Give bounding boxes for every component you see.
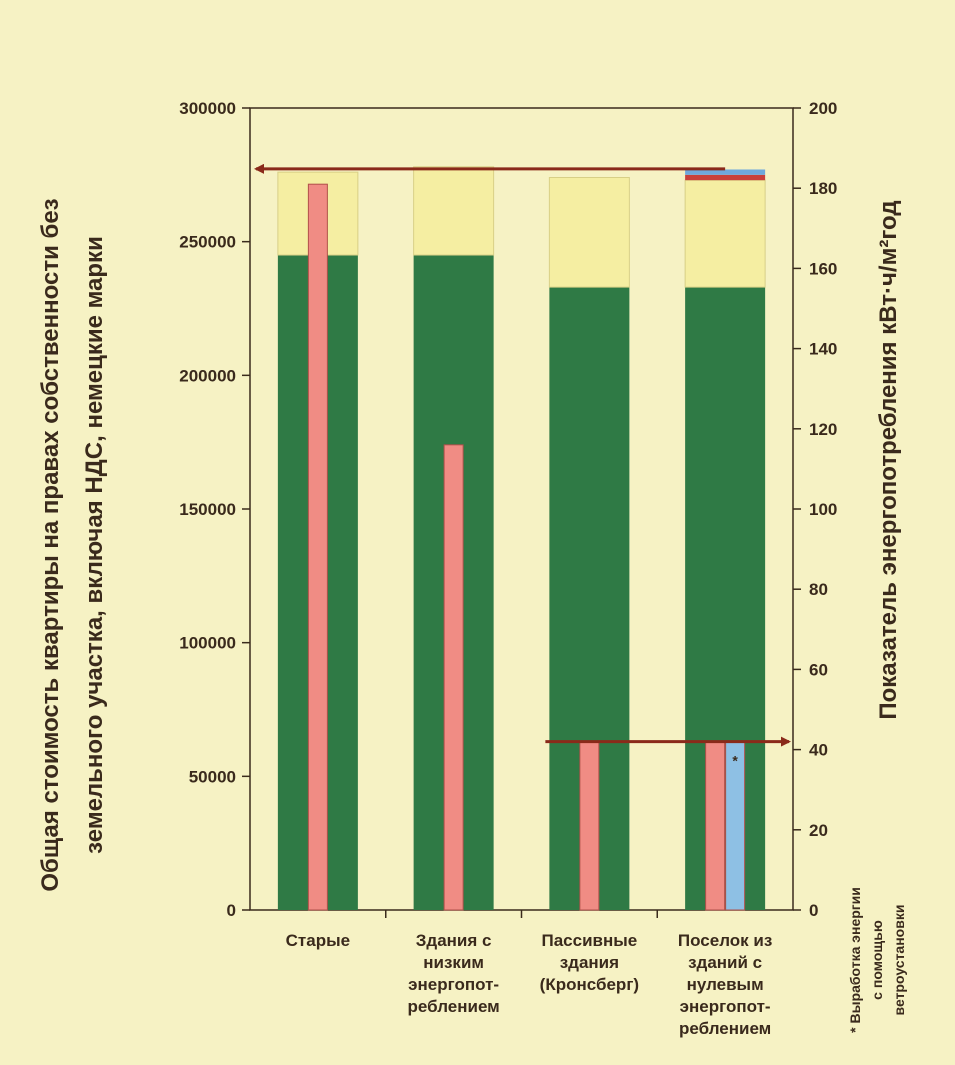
category-label: энергопот-: [408, 975, 499, 994]
footnote-line: ветроустановки: [891, 905, 907, 1016]
footnote-line: с помощью: [869, 920, 885, 1000]
right-axis-tick-label: 40: [809, 741, 828, 760]
left-axis-tick-label: 250000: [179, 233, 236, 252]
category-label: Поселок из: [678, 931, 772, 950]
left-axis-tick-label: 0: [227, 901, 236, 920]
right-axis-tick-label: 100: [809, 500, 837, 519]
cost-bar-segment: [548, 177, 630, 288]
category-label: низким: [423, 953, 484, 972]
category-label: здания: [560, 953, 619, 972]
left-axis-title: земельного участка, включая НДС, немецки…: [81, 236, 108, 854]
category-label: (Кронсберг): [540, 975, 639, 994]
right-axis-tick-label: 0: [809, 901, 818, 920]
right-axis-tick-label: 140: [809, 340, 837, 359]
right-axis-tick-label: 120: [809, 420, 837, 439]
cost-bar-segment: [413, 166, 495, 256]
cost-bar-segment: [685, 174, 766, 181]
category-label: Старые: [286, 931, 350, 950]
category-label: энергопот-: [680, 997, 771, 1016]
footnote-line: * Выработка энергии: [847, 887, 863, 1033]
right-axis-tick-label: 20: [809, 821, 828, 840]
right-axis-tick-label: 80: [809, 580, 828, 599]
left-axis-tick-label: 300000: [179, 99, 236, 118]
category-label: Пассивные: [542, 931, 638, 950]
right-axis-tick-label: 160: [809, 259, 837, 278]
left-axis-tick-label: 150000: [179, 500, 236, 519]
category-label: Здания с: [416, 931, 492, 950]
right-axis-tick-label: 60: [809, 660, 828, 679]
category-label: реблением: [679, 1019, 771, 1038]
left-axis-tick-label: 100000: [179, 634, 236, 653]
category-label: реблением: [408, 997, 500, 1016]
energy-bar: [705, 741, 726, 911]
energy-bar: [579, 741, 600, 911]
wind-star-marker: *: [732, 753, 738, 769]
right-axis-tick-label: 200: [809, 99, 837, 118]
right-axis-tick-label: 180: [809, 179, 837, 198]
left-axis-tick-label: 200000: [179, 366, 236, 385]
cost-bar-segment: [685, 169, 766, 175]
left-axis-title: Общая стоимость квартиры на правах собст…: [37, 198, 64, 891]
right-axis-title: Показатель энергопотребления кВт·ч/м²год: [875, 200, 902, 719]
category-label: зданий с: [688, 953, 762, 972]
category-label: нулевым: [687, 975, 764, 994]
cost-bar-segment: [684, 179, 766, 288]
energy-bar: [443, 444, 464, 911]
energy-bar: [307, 183, 328, 911]
left-axis-tick-label: 50000: [189, 767, 236, 786]
